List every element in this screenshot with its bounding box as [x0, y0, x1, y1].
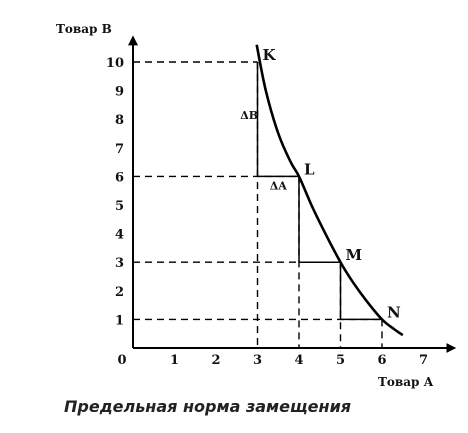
chart: 1 2 3 4 5 6 7 1 2 3 4 5 6 7 8 9 10 K L M N ΔB ΔA Товар А То… — [56, 22, 457, 389]
y-tick-label: 4 — [115, 228, 124, 243]
x-tick-label: 5 — [336, 353, 345, 368]
point-label: M — [346, 246, 363, 264]
y-axis-label: Товар В — [56, 22, 112, 36]
y-tick-label: 2 — [115, 285, 124, 300]
y-tick-label: 8 — [115, 113, 124, 128]
step-segments — [256, 62, 382, 321]
y-tick-label: 7 — [115, 142, 124, 157]
y-tick-label: 6 — [115, 170, 124, 185]
origin-label: 0 — [117, 353, 126, 368]
point-labels: K L M N — [263, 46, 402, 321]
y-tick-label: 5 — [115, 199, 124, 214]
x-tick-label: 6 — [377, 353, 386, 368]
point-label: L — [304, 160, 315, 178]
delta-label: ΔA — [270, 179, 288, 192]
point-label: N — [387, 303, 401, 321]
x-tick-label: 7 — [419, 353, 428, 368]
delta-label: ΔB — [240, 109, 258, 122]
delta-annotations: ΔB ΔA — [240, 109, 287, 192]
point-label: K — [263, 46, 277, 64]
indifference-curve — [255, 44, 404, 337]
y-tick-labels: 1 2 3 4 5 6 7 8 9 10 — [106, 56, 124, 328]
x-tick-label: 2 — [211, 353, 220, 368]
x-tick-label: 1 — [170, 353, 179, 368]
x-tick-labels: 1 2 3 4 5 6 7 — [170, 353, 428, 368]
y-tick-label: 9 — [115, 85, 124, 100]
x-tick-label: 3 — [253, 353, 262, 368]
y-tick-label: 10 — [106, 56, 124, 71]
x-tick-label: 4 — [294, 353, 303, 368]
y-tick-label: 1 — [115, 313, 124, 328]
y-tick-label: 3 — [115, 256, 124, 271]
x-axis-label: Товар А — [378, 375, 434, 389]
chart-caption: Предельная норма замещения — [64, 397, 352, 416]
